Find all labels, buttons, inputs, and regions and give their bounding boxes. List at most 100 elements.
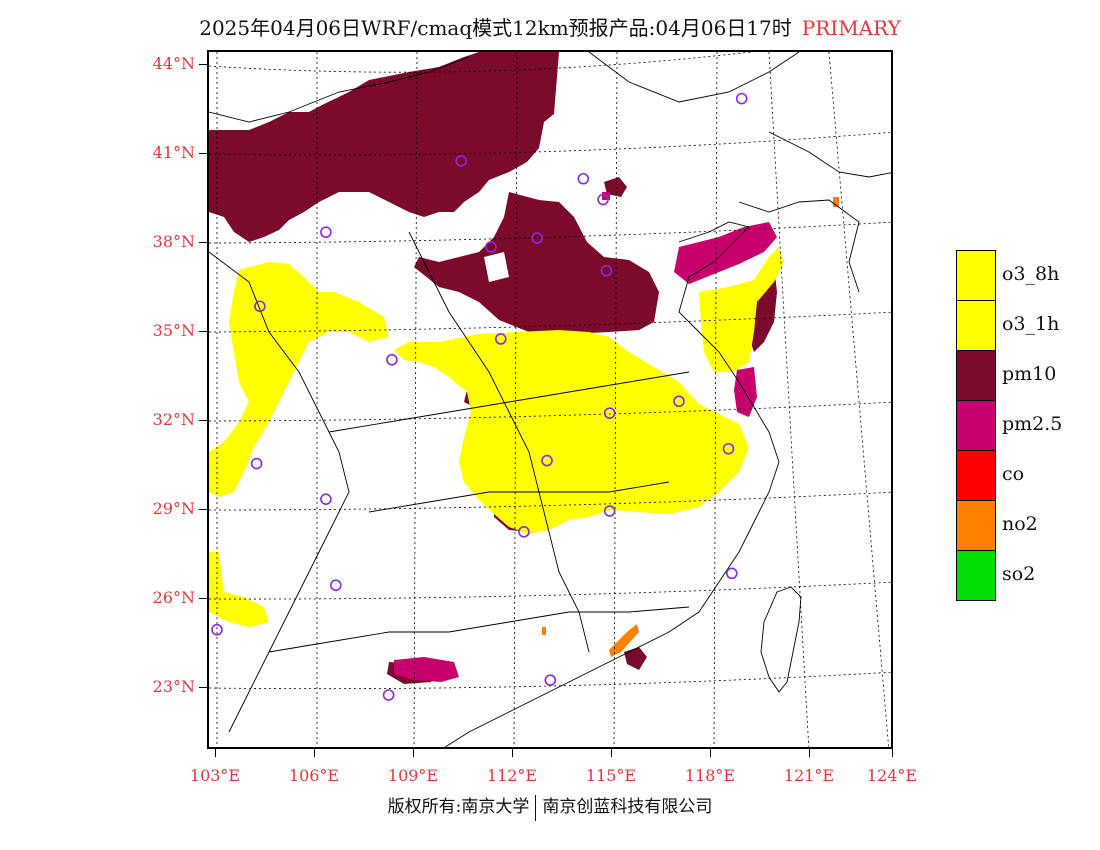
station-marker [725,567,738,580]
legend-label: o3_8h [1002,263,1060,285]
no2-spot-south [542,627,546,635]
o3-regions [209,247,784,627]
lon-tick [512,749,513,757]
lon-tick [215,749,216,757]
lat-tick [199,64,207,65]
legend-swatch [956,250,996,301]
lon-label-115: 115°E [585,766,637,785]
lon-tick [710,749,711,757]
station-marker [577,172,590,185]
station-marker [541,454,553,467]
lat-label-44: 44°N [152,54,195,73]
lon-tick [809,749,810,757]
boundary-coastline [444,221,780,747]
lat-label-38: 38°N [152,232,195,251]
forecast-map [207,50,893,749]
station-marker [455,155,467,167]
pm25-bohai [674,222,777,284]
pm10-inner-mongolia-west [269,74,349,106]
title-main: 2025年04月06日WRF/cmaq模式12km预报产品:04月06日17时 [199,16,792,40]
pm10-gap-1 [484,252,509,282]
legend-swatch [956,300,996,351]
footer-separator [535,794,537,821]
legend-label: pm10 [1002,363,1057,385]
boundary-north [209,52,800,123]
legend-label: no2 [1002,513,1038,535]
title-primary-tag: PRIMARY [801,16,901,40]
lon-tick [892,749,893,757]
legend-label: co [1002,463,1025,485]
lat-tick [199,331,207,332]
boundaries [209,52,891,747]
station-marker [330,579,342,592]
station-marker [485,241,497,253]
lon-tick [314,749,315,757]
lat-tick [199,242,207,243]
station-marker [531,232,543,244]
station-marker [386,353,398,366]
station-marker [320,226,332,238]
lon-label-121: 121°E [783,766,835,785]
o3-shandong [699,247,784,372]
lat-label-29: 29°N [152,499,195,518]
station-marker [320,493,332,505]
station-marker [544,674,557,686]
lon-label-109: 109°E [387,766,439,785]
footer-copyright: 版权所有:南京大学 [387,797,530,817]
map-title: 2025年04月06日WRF/cmaq模式12km预报产品:04月06日17时 P… [0,12,1100,41]
station-marker [254,300,266,313]
copyright-footer: 版权所有:南京大学 南京创蓝科技有限公司 [0,792,1100,821]
lon-tick [611,749,612,757]
o3-gansu-west [209,262,389,497]
pm10-north-band [209,52,559,242]
pm25-guangxi [394,657,459,682]
station-marker [250,457,263,470]
lat-tick [199,687,207,688]
o3-west-small [209,552,269,627]
lon-label-124: 124°E [866,766,918,785]
lat-label-41: 41°N [152,143,195,162]
station-marker [494,333,507,345]
boundary-south [268,606,690,653]
footer-company: 南京创蓝科技有限公司 [542,797,713,817]
boundary-central [408,231,590,653]
legend-swatch [956,550,996,601]
lon-label-103: 103°E [189,766,241,785]
pm10-guangdong [624,647,647,670]
taiwan-outline [760,586,802,693]
pm25-regions [394,192,777,682]
station-marker [600,264,613,277]
graticule [209,52,891,747]
lat-label-35: 35°N [152,321,195,340]
no2-guangdong [609,624,639,657]
station-marker [603,505,616,517]
legend-label: pm2.5 [1002,413,1063,435]
station-marker [603,407,616,419]
lat-tick [199,420,207,421]
station-marker [597,193,609,206]
boundary-northeast-coast [738,131,891,293]
station-marker [722,442,735,455]
station-marker [735,92,748,105]
lat-label-32: 32°N [152,410,195,429]
legend-label: so2 [1002,563,1036,585]
monitoring-stations [211,92,748,701]
legend-swatch [956,400,996,451]
lon-label-106: 106°E [288,766,340,785]
lat-tick [199,509,207,510]
legend-swatch [956,500,996,551]
lat-label-26: 26°N [152,588,195,607]
station-marker [518,526,530,538]
lon-label-118: 118°E [684,766,736,785]
boundary-middle [328,371,690,513]
lon-tick [413,749,414,757]
no2-regions [542,197,839,657]
legend-swatch [956,450,996,501]
pm10-shanxi-hebei [414,192,659,334]
map-canvas [209,52,891,747]
lat-tick [199,598,207,599]
lat-label-23: 23°N [152,677,195,696]
station-marker [382,689,395,701]
station-marker [211,623,223,636]
lat-tick [199,153,207,154]
